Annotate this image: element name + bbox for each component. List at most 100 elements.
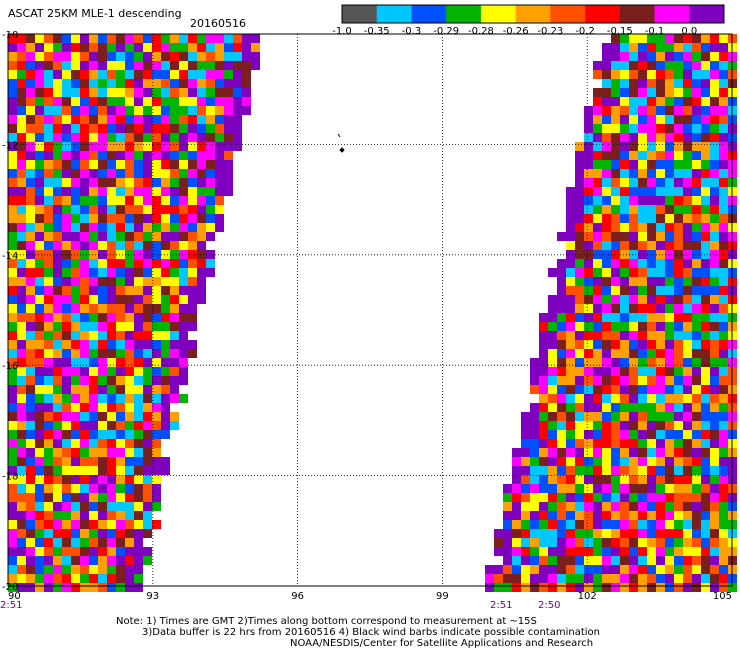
data-cell bbox=[647, 448, 656, 457]
data-cell bbox=[134, 115, 143, 124]
data-cell bbox=[89, 115, 98, 124]
data-cell bbox=[17, 484, 26, 493]
data-cell bbox=[71, 88, 80, 97]
data-cell bbox=[80, 331, 89, 340]
data-cell bbox=[503, 565, 512, 574]
data-cell bbox=[719, 331, 728, 340]
data-cell bbox=[683, 241, 692, 250]
data-cell bbox=[710, 286, 719, 295]
data-cell bbox=[530, 475, 539, 484]
data-cell bbox=[134, 376, 143, 385]
data-cell bbox=[620, 205, 629, 214]
data-cell bbox=[656, 439, 665, 448]
data-cell bbox=[602, 313, 611, 322]
data-cell bbox=[53, 565, 62, 574]
data-cell bbox=[530, 430, 539, 439]
data-cell bbox=[107, 304, 116, 313]
data-cell bbox=[107, 151, 116, 160]
data-cell bbox=[179, 367, 188, 376]
colorbar-swatch bbox=[480, 5, 517, 23]
data-cell bbox=[89, 394, 98, 403]
data-cell bbox=[530, 565, 539, 574]
data-cell bbox=[602, 430, 611, 439]
data-cell bbox=[71, 322, 80, 331]
data-cell bbox=[683, 403, 692, 412]
data-cell bbox=[719, 511, 728, 520]
data-cell bbox=[512, 520, 521, 529]
data-cell bbox=[719, 97, 728, 106]
data-cell bbox=[548, 457, 557, 466]
data-cell bbox=[98, 232, 107, 241]
data-cell bbox=[152, 475, 161, 484]
data-cell bbox=[179, 142, 188, 151]
data-cell bbox=[701, 79, 710, 88]
data-cell bbox=[539, 403, 548, 412]
data-cell bbox=[62, 430, 71, 439]
data-cell bbox=[674, 349, 683, 358]
data-cell bbox=[593, 277, 602, 286]
data-cell bbox=[89, 169, 98, 178]
data-cell bbox=[62, 232, 71, 241]
data-cell bbox=[557, 358, 566, 367]
data-cell bbox=[206, 169, 215, 178]
data-cell bbox=[638, 448, 647, 457]
data-cell bbox=[98, 160, 107, 169]
data-cell bbox=[107, 412, 116, 421]
data-cell bbox=[584, 196, 593, 205]
data-cell bbox=[665, 205, 674, 214]
data-cell bbox=[665, 115, 674, 124]
data-cell bbox=[98, 466, 107, 475]
data-cell bbox=[143, 124, 152, 133]
data-cell bbox=[116, 214, 125, 223]
data-cell bbox=[107, 340, 116, 349]
data-cell bbox=[683, 331, 692, 340]
data-cell bbox=[44, 214, 53, 223]
data-cell bbox=[701, 565, 710, 574]
data-cell bbox=[656, 214, 665, 223]
data-cell bbox=[548, 439, 557, 448]
data-cell bbox=[602, 520, 611, 529]
data-cell bbox=[656, 403, 665, 412]
data-cell bbox=[89, 250, 98, 259]
data-cell bbox=[17, 430, 26, 439]
data-cell bbox=[503, 511, 512, 520]
data-cell bbox=[107, 556, 116, 565]
data-cell bbox=[215, 214, 224, 223]
data-cell bbox=[611, 439, 620, 448]
data-cell bbox=[593, 97, 602, 106]
data-cell bbox=[584, 439, 593, 448]
data-cell bbox=[89, 187, 98, 196]
data-cell bbox=[620, 475, 629, 484]
data-cell bbox=[620, 214, 629, 223]
data-cell bbox=[710, 106, 719, 115]
data-cell bbox=[8, 277, 17, 286]
data-cell bbox=[602, 115, 611, 124]
data-cell bbox=[134, 421, 143, 430]
data-cell bbox=[71, 43, 80, 52]
data-cell bbox=[35, 583, 44, 592]
data-cell bbox=[116, 142, 125, 151]
map-title: ASCAT 25KM MLE-1 descending bbox=[8, 7, 182, 20]
data-cell bbox=[566, 349, 575, 358]
data-cell bbox=[674, 520, 683, 529]
data-cell bbox=[575, 142, 584, 151]
data-cell bbox=[701, 511, 710, 520]
data-cell bbox=[521, 448, 530, 457]
data-cell bbox=[701, 403, 710, 412]
data-cell bbox=[638, 88, 647, 97]
data-cell bbox=[638, 214, 647, 223]
data-cell bbox=[170, 196, 179, 205]
data-cell bbox=[620, 322, 629, 331]
data-cell bbox=[566, 232, 575, 241]
data-cell bbox=[710, 304, 719, 313]
data-cell bbox=[161, 178, 170, 187]
data-cell bbox=[701, 295, 710, 304]
data-cell bbox=[674, 394, 683, 403]
data-cell bbox=[575, 286, 584, 295]
data-cell bbox=[206, 61, 215, 70]
data-cell bbox=[521, 547, 530, 556]
data-cell bbox=[710, 331, 719, 340]
data-cell bbox=[161, 286, 170, 295]
data-cell bbox=[17, 151, 26, 160]
data-cell bbox=[674, 142, 683, 151]
